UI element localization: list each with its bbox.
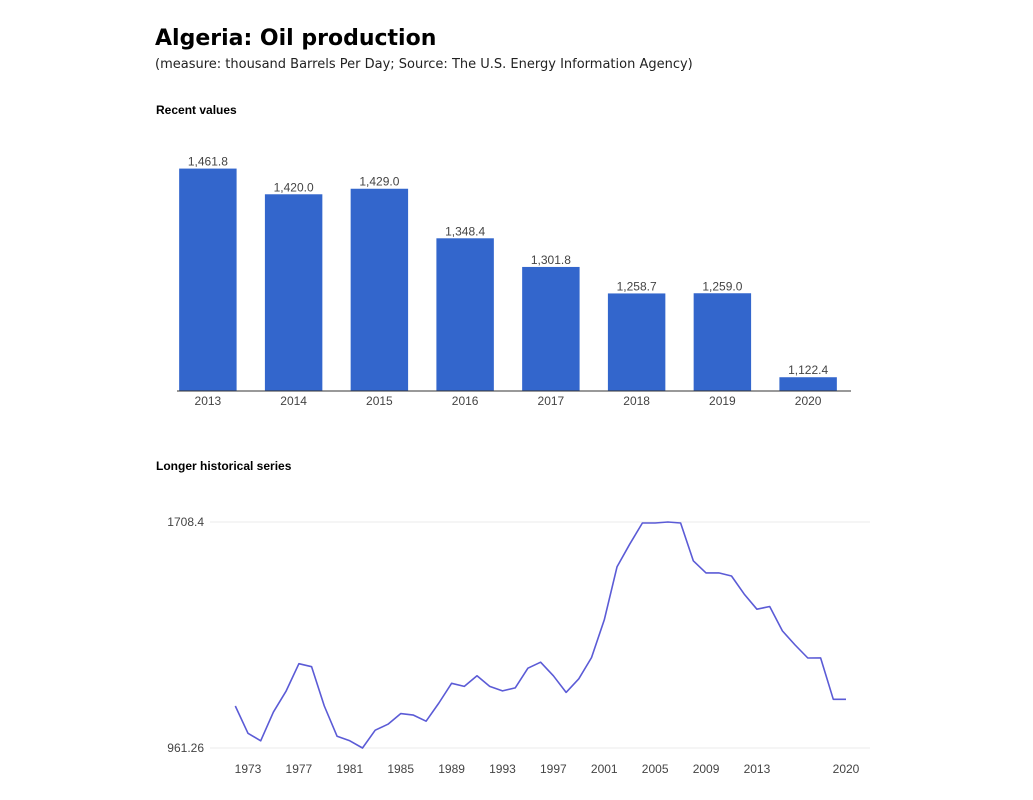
x-tick-label: 1977: [286, 762, 313, 776]
x-tick-label: 2019: [709, 394, 736, 408]
x-tick-label: 2020: [795, 394, 822, 408]
bar-2015: [350, 188, 409, 391]
x-tick-label: 1997: [540, 762, 567, 776]
x-tick-label: 2017: [538, 394, 565, 408]
bar-value-label: 1,348.4: [445, 224, 485, 238]
bar-2020: [779, 377, 837, 391]
bar-value-label: 1,429.0: [359, 175, 399, 189]
x-tick-label: 2018: [623, 394, 650, 408]
x-tick-label: 2013: [744, 762, 771, 776]
y-tick-label: 1708.4: [167, 515, 204, 529]
x-tick-label: 1981: [336, 762, 363, 776]
page-subtitle: (measure: thousand Barrels Per Day; Sour…: [155, 57, 693, 72]
x-tick-label: 2009: [693, 762, 720, 776]
bar-value-label: 1,258.7: [617, 279, 657, 293]
bar-value-label: 1,122.4: [788, 363, 828, 377]
x-tick-label: 1973: [235, 762, 262, 776]
x-tick-label: 2001: [591, 762, 618, 776]
bar-value-label: 1,461.8: [188, 155, 228, 169]
historical-series-heading: Longer historical series: [156, 459, 292, 473]
x-tick-label: 2014: [280, 394, 307, 408]
bar-2018: [607, 293, 666, 391]
series-line: [234, 521, 846, 749]
x-tick-label: 2013: [195, 394, 222, 408]
bar-value-label: 1,259.0: [702, 279, 742, 293]
x-tick-label: 1985: [387, 762, 414, 776]
page-title: Algeria: Oil production: [155, 26, 437, 51]
x-tick-label: 2015: [366, 394, 393, 408]
bar-value-label: 1,420.0: [274, 180, 314, 194]
x-tick-label: 2020: [833, 762, 860, 776]
bar-2014: [264, 194, 323, 391]
recent-values-heading: Recent values: [156, 103, 237, 117]
x-tick-label: 2005: [642, 762, 669, 776]
bar-2019: [693, 293, 752, 391]
bar-value-label: 1,301.8: [531, 253, 571, 267]
x-tick-label: 1989: [438, 762, 465, 776]
bar-2016: [436, 238, 494, 391]
bar-2017: [522, 266, 580, 391]
y-tick-label: 961.26: [167, 741, 204, 755]
x-tick-label: 1993: [489, 762, 516, 776]
bar-2013: [179, 168, 237, 391]
x-tick-label: 2016: [452, 394, 479, 408]
